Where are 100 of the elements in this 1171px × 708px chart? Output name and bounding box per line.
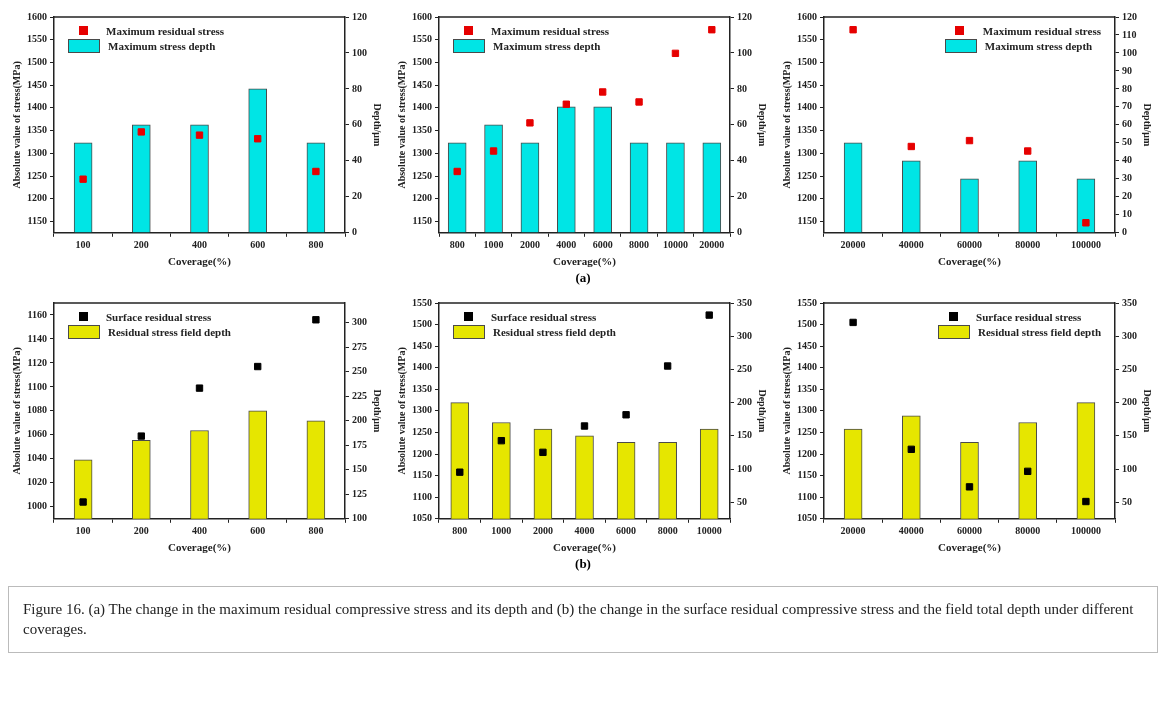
y2-tick-label: 0 <box>352 226 357 238</box>
x-tick-label: 600 <box>250 239 266 251</box>
y-tick-label: 1100 <box>797 490 817 502</box>
y2-tick-label: 150 <box>1122 429 1137 441</box>
y2-tick-label: 90 <box>1122 64 1132 76</box>
y2-tick-label: 0 <box>1122 226 1127 238</box>
x-tick-label: 200 <box>133 239 149 251</box>
y-tick-label: 1150 <box>27 215 47 227</box>
x-tick-label: 200 <box>133 525 149 537</box>
y-axis-title: Absolute value of stress(MPa) <box>395 347 408 475</box>
y-tick-label: 1350 <box>412 124 432 136</box>
point <box>526 119 534 127</box>
y-tick-label: 1250 <box>412 426 432 438</box>
legend-label: Residual stress field depth <box>108 326 231 338</box>
legend-label: Maximum residual stress <box>491 25 610 37</box>
point <box>195 384 204 392</box>
y2-tick-label: 125 <box>352 487 367 499</box>
x-tick-label: 800 <box>449 239 465 251</box>
y-tick-label: 1300 <box>412 404 432 416</box>
x-tick-label: 100000 <box>1070 239 1101 251</box>
x-axis-title: Coverage(%) <box>168 541 232 555</box>
y2-axis-title: Depth/μm <box>1142 103 1154 148</box>
legend-label: Maximum residual stress <box>982 25 1101 37</box>
y-tick-label: 1500 <box>27 56 47 68</box>
x-tick-label: 80000 <box>1015 239 1041 251</box>
y2-tick-label: 100 <box>1122 462 1137 474</box>
point <box>599 88 607 96</box>
y-tick-label: 1300 <box>797 146 817 158</box>
y-tick-label: 1150 <box>412 215 432 227</box>
y2-tick-label: 100 <box>352 512 367 524</box>
y-tick-label: 1550 <box>797 296 817 308</box>
point <box>849 26 857 34</box>
y2-axis-title: Depth/μm <box>1142 389 1154 434</box>
y2-axis-title: Depth/μm <box>372 389 384 434</box>
y-tick-label: 1600 <box>797 10 817 22</box>
y-tick-label: 1200 <box>797 192 817 204</box>
y2-tick-label: 50 <box>1122 136 1132 148</box>
y2-tick-label: 200 <box>1122 396 1137 408</box>
point <box>663 362 672 370</box>
x-tick-label: 1000 <box>483 239 504 251</box>
x-axis-title: Coverage(%) <box>553 541 617 555</box>
point <box>965 136 974 145</box>
x-tick-label: 6000 <box>592 239 613 251</box>
point <box>907 142 915 151</box>
y2-tick-label: 10 <box>1122 208 1132 220</box>
point <box>195 131 204 139</box>
x-axis-title: Coverage(%) <box>938 255 1002 269</box>
x-tick-label: 80000 <box>1015 525 1041 537</box>
y2-tick-label: 0 <box>737 226 742 238</box>
y-tick-label: 1200 <box>412 447 432 459</box>
legend-label: Residual stress field depth <box>493 326 616 338</box>
y-axis-title: Absolute value of stress(MPa) <box>780 61 793 189</box>
y-tick-label: 1120 <box>27 356 47 368</box>
x-tick-label: 2000 <box>532 525 553 537</box>
y2-tick-label: 100 <box>352 46 367 58</box>
x-tick-label: 100000 <box>1070 525 1101 537</box>
y-tick-label: 1300 <box>797 404 817 416</box>
y2-axis-title: Depth/μm <box>372 103 384 148</box>
point <box>1082 219 1090 227</box>
point <box>622 411 630 419</box>
y-axis-title: Absolute value of stress(MPa) <box>395 61 408 189</box>
point <box>671 49 680 58</box>
x-tick-label: 600 <box>250 525 266 537</box>
text: (a) <box>575 270 591 285</box>
y2-tick-label: 60 <box>737 118 747 130</box>
legend-label: Residual stress field depth <box>978 326 1101 338</box>
y-tick-label: 1350 <box>797 382 817 394</box>
y-tick-label: 1350 <box>412 382 432 394</box>
y-tick-label: 1400 <box>412 101 432 113</box>
point <box>79 498 87 506</box>
point <box>254 362 262 371</box>
y2-tick-label: 110 <box>1122 28 1137 40</box>
y2-tick-label: 250 <box>737 362 752 374</box>
y-tick-label: 1300 <box>412 146 432 158</box>
point <box>635 98 643 106</box>
y-tick-label: 1060 <box>27 428 47 440</box>
y-tick-label: 1150 <box>797 215 817 227</box>
y2-tick-label: 250 <box>1122 362 1137 374</box>
x-axis-title: Coverage(%) <box>168 255 232 269</box>
x-axis-title: Coverage(%) <box>553 255 617 269</box>
y-tick-label: 1150 <box>797 469 817 481</box>
y-tick-label: 1500 <box>412 56 432 68</box>
y-tick-label: 1600 <box>27 10 47 22</box>
y2-tick-label: 50 <box>1122 495 1132 507</box>
y2-tick-label: 225 <box>352 389 367 401</box>
y2-tick-label: 40 <box>737 154 747 166</box>
y-tick-label: 1160 <box>27 308 47 320</box>
x-tick-label: 400 <box>192 239 207 251</box>
x-tick-label: 8000 <box>629 239 650 251</box>
y-tick-label: 1250 <box>797 169 817 181</box>
y-tick-label: 1450 <box>412 78 432 90</box>
y2-tick-label: 70 <box>1122 100 1132 112</box>
x-tick-label: 60000 <box>957 525 982 537</box>
x-tick-label: 1000 <box>491 525 512 537</box>
y-tick-label: 1300 <box>27 146 47 158</box>
y-tick-label: 1050 <box>412 512 432 524</box>
point <box>312 167 320 176</box>
y2-tick-label: 120 <box>352 10 367 22</box>
point <box>456 468 464 476</box>
point <box>562 100 570 108</box>
